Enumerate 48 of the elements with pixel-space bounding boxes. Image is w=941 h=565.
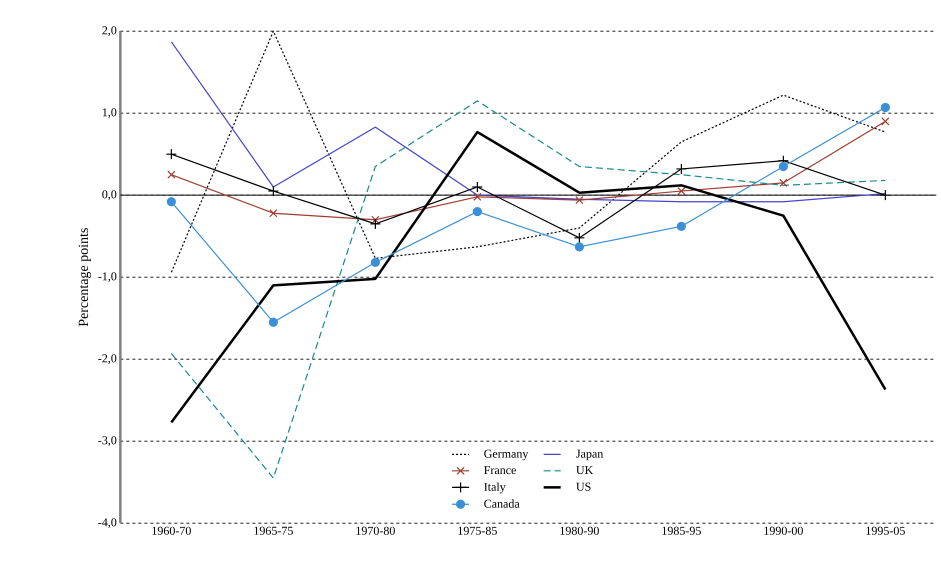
legend-label: Japan [576,450,604,460]
legend-label: US [576,482,591,491]
point [676,222,686,231]
line-series [170,41,886,202]
x-tick-label: 1995-05 [866,526,905,535]
point [881,117,890,126]
point [574,232,585,244]
y-tick-label: -2,0 [98,354,116,364]
y-tick-label: -3,0 [98,436,116,446]
point [880,102,890,112]
point [472,181,483,193]
legend-label: France [484,466,516,474]
point [473,192,482,201]
x-tick-label: 1980-90 [560,526,599,535]
point [676,163,687,175]
point [880,190,891,201]
y-tick-label: -4,0 [98,518,116,528]
point [778,162,788,172]
point [677,186,686,196]
x-tick-label: 1970-80 [356,526,395,535]
point [268,318,278,327]
point [166,148,177,160]
point [370,258,380,268]
line-series [170,100,886,479]
y-tick-label: 0,0 [102,190,116,200]
y-tick-label: 1,0 [102,108,116,118]
y-tick-label: 2,0 [102,26,116,36]
x-tick-label: 1975-85 [458,526,497,535]
point [779,178,788,188]
legend-label: Germany [484,450,528,460]
x-tick-label: 1965-75 [254,526,293,535]
point [166,197,176,206]
point [268,185,279,197]
point [371,216,380,224]
x-tick-label: 1960-70 [152,526,191,535]
y-axis-title: Percentage points [78,228,91,326]
point [574,242,584,252]
point [269,209,278,218]
point [575,196,584,204]
point [167,170,176,179]
legend-label: Italy [484,482,506,494]
y-tick-label: -1,0 [98,272,116,282]
legend-label: UK [576,466,594,474]
point [370,218,381,230]
point [472,206,482,216]
x-tick-label: 1985-95 [662,526,701,535]
legend-label: Canada [484,499,520,508]
x-tick-label: 1990-00 [764,526,803,535]
